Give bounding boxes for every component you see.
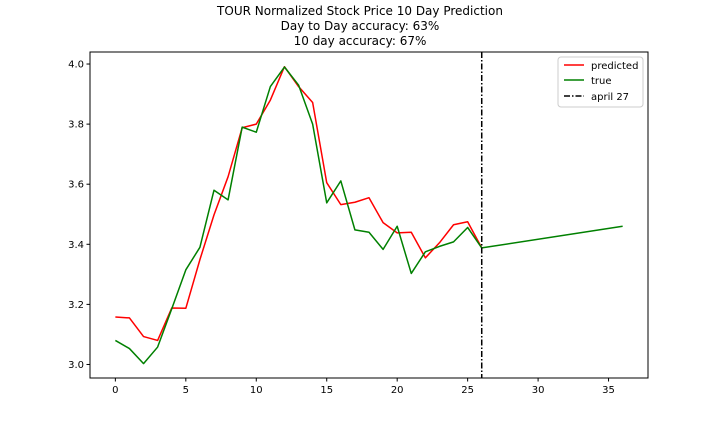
legend-label-true: true [591,76,612,87]
legend-box [557,56,644,108]
x-tick-label: 25 [461,385,474,396]
x-tick-label: 35 [602,385,615,396]
legend-label-predicted: predicted [591,61,638,72]
y-tick-label: 3.6 [68,180,84,191]
x-tick-label: 5 [183,385,189,396]
x-tick-label: 20 [391,385,404,396]
y-tick-label: 3.4 [68,240,84,251]
x-tick-label: 0 [112,385,118,396]
legend: predicted true april 27 [557,56,644,108]
legend-label-april-27: april 27 [591,92,629,103]
x-tick-label: 30 [532,385,545,396]
plot-area-frame [89,51,649,379]
y-tick-label: 3.0 [68,360,84,371]
series-line-true [114,66,623,365]
series-lines [114,52,623,378]
x-tick-label: 10 [250,385,263,396]
series-line-predicted [115,65,483,342]
y-tick-label: 4.0 [68,60,84,71]
chart-title: TOUR Normalized Stock Price 10 Day Predi… [217,4,503,18]
chart-subtitle-10day-accuracy: 10 day accuracy: 67% [293,34,427,48]
y-axis: 3.0 3.2 3.4 3.6 3.8 4.0 [68,60,90,371]
y-tick-label: 3.8 [68,120,84,131]
chart-subtitle-day-accuracy: Day to Day accuracy: 63% [280,19,440,33]
y-tick-label: 3.2 [68,300,84,311]
x-tick-label: 15 [320,385,333,396]
x-axis: 0 5 10 15 20 25 30 35 [112,378,615,396]
